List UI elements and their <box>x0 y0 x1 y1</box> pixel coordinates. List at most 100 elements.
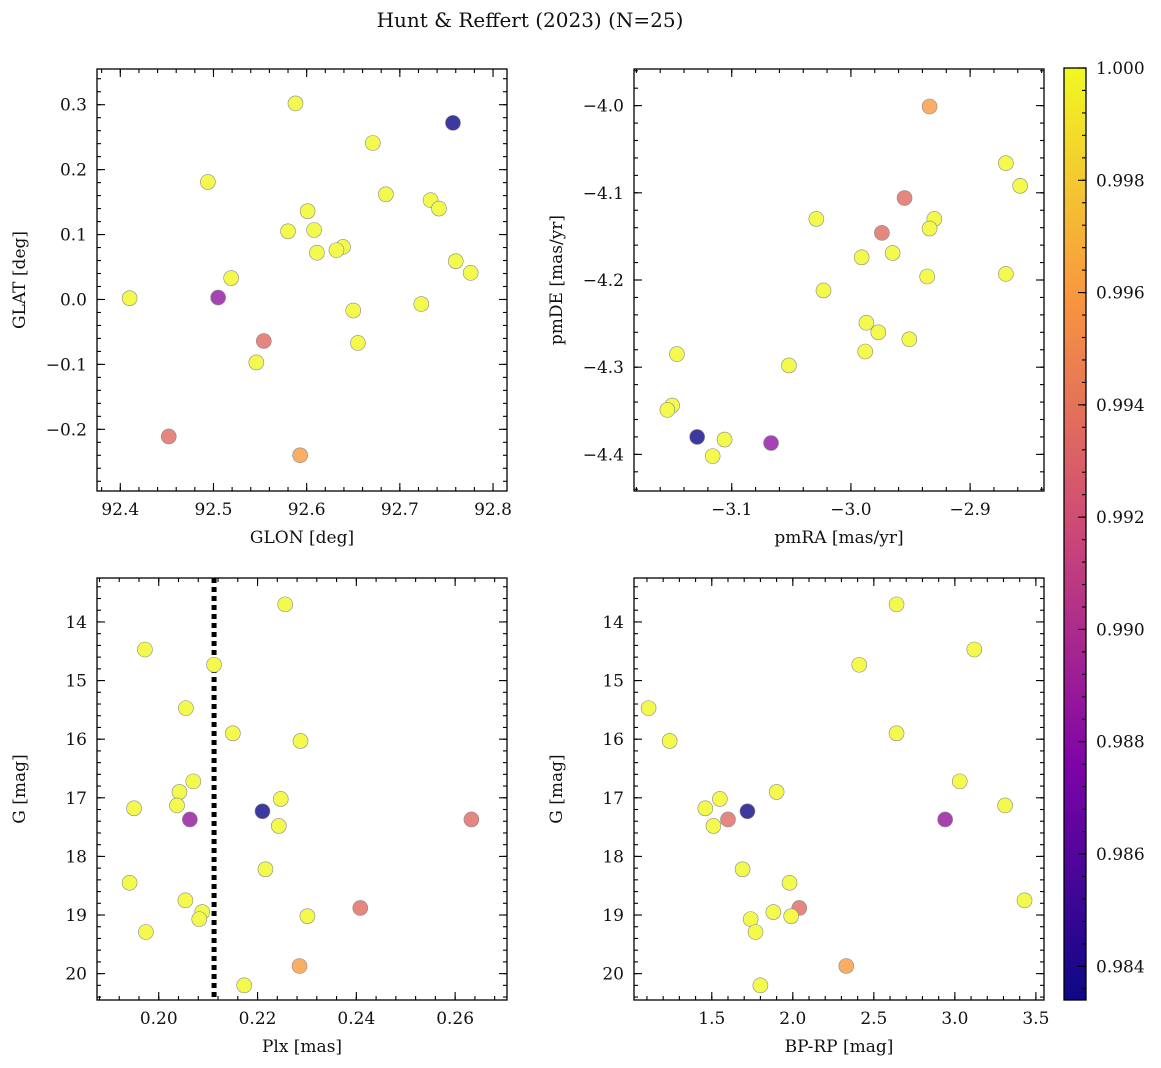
x-tick-label: 2.0 <box>779 1009 806 1029</box>
data-point <box>720 811 736 828</box>
data-point <box>765 904 782 920</box>
data-point <box>350 335 366 351</box>
data-point <box>998 266 1014 282</box>
y-tick-label: 20 <box>65 965 87 985</box>
x-tick-label: 0.24 <box>337 1009 375 1029</box>
x-tick-label: 2.5 <box>860 1009 887 1029</box>
panels: 92.4 92.5 92.6 92.7 92.8 −0.2 −0.1 0.0 0.1 0.2 0.3… <box>10 68 1049 1057</box>
data-point <box>704 448 721 464</box>
y-tick-label: 15 <box>602 672 624 692</box>
data-point <box>781 357 797 374</box>
plot-frame <box>633 577 1045 1001</box>
colorbar-tick-label: 0.986 <box>1096 845 1145 865</box>
colorbar-tick-label: 0.996 <box>1096 284 1145 304</box>
y-tick-label: 15 <box>65 672 87 692</box>
panel-4: 1.5 2.0 2.5 3.0 3.5 14 15 16 17 18 19 20 BP-RP [mag]… <box>547 577 1049 1057</box>
data-point <box>640 700 657 716</box>
data-point <box>884 245 901 261</box>
data-point <box>345 302 362 319</box>
y-tick-label: −0.2 <box>46 420 87 440</box>
x-tick-label: −3.0 <box>830 500 871 520</box>
data-point <box>225 725 241 742</box>
x-tick-label: 92.7 <box>381 500 419 520</box>
data-point <box>121 874 138 891</box>
data-point <box>277 596 294 613</box>
data-point <box>365 135 381 151</box>
data-point <box>178 700 194 716</box>
y-tick-label: 17 <box>602 789 624 809</box>
y-tick-label: −4.3 <box>583 358 624 378</box>
data-point <box>292 447 308 464</box>
colorbar-tick-label: 0.998 <box>1096 171 1145 191</box>
data-point <box>160 428 177 445</box>
y-axis-label: GLAT [deg] <box>10 231 30 329</box>
data-point <box>210 289 226 306</box>
x-tick-label: 3.0 <box>941 1009 968 1029</box>
colorbar-tick-label: 0.994 <box>1096 396 1145 416</box>
data-point <box>705 818 722 834</box>
x-tick-label: −2.9 <box>949 500 990 520</box>
data-point <box>888 596 905 613</box>
data-point <box>857 343 874 360</box>
data-point <box>270 818 287 834</box>
data-point <box>853 249 870 266</box>
data-point <box>126 800 142 817</box>
data-point <box>272 791 289 807</box>
data-point <box>292 733 309 749</box>
plot-frame <box>96 577 508 1001</box>
x-axis-label: Plx [mas] <box>262 1037 342 1057</box>
data-point <box>306 222 322 238</box>
y-tick-label: 16 <box>65 730 87 750</box>
data-point <box>998 155 1014 171</box>
x-tick-label: −3.1 <box>711 500 752 520</box>
data-point <box>997 797 1013 814</box>
data-point <box>747 924 764 940</box>
x-tick-label: 0.20 <box>140 1009 178 1029</box>
data-point <box>783 908 799 924</box>
data-point <box>462 265 479 281</box>
data-point <box>121 290 138 306</box>
data-point <box>870 324 887 341</box>
data-point <box>445 115 461 131</box>
y-axis-label: pmDE [mas/yr] <box>547 215 567 345</box>
data-point <box>447 253 464 269</box>
data-point <box>896 190 913 206</box>
data-point <box>309 244 325 261</box>
data-point <box>874 225 890 241</box>
data-point <box>254 803 271 820</box>
panel-3: 0.20 0.22 0.24 0.26 14 15 16 17 18 19 20 Plx [mas] G… <box>10 577 508 1057</box>
data-point <box>1016 892 1033 909</box>
y-tick-label: −4.0 <box>583 97 624 117</box>
y-tick-label: 19 <box>602 906 624 926</box>
y-tick-label: 16 <box>602 730 624 750</box>
chart-title: Hunt & Reffert (2023) (N=25) <box>377 8 684 32</box>
x-axis-label: GLON [deg] <box>250 528 354 548</box>
y-tick-label: 19 <box>65 906 87 926</box>
y-axis-label: G [mag] <box>10 754 30 823</box>
y-tick-label: −0.1 <box>46 355 87 375</box>
colorbar: 0.984 0.986 0.988 0.990 0.992 0.994 0.996 0.998… <box>1063 59 1145 1001</box>
x-axis-label: BP-RP [mag] <box>785 1037 894 1057</box>
y-tick-label: 20 <box>602 965 624 985</box>
data-point <box>659 402 676 418</box>
data-point <box>413 296 430 312</box>
data-point <box>921 220 938 237</box>
data-point <box>182 811 198 828</box>
colorbar-gradient <box>1063 67 1087 1001</box>
x-tick-label: 92.8 <box>474 500 512 520</box>
y-tick-label: 14 <box>602 613 624 633</box>
data-point <box>200 174 216 190</box>
x-axis-label: pmRA [mas/yr] <box>774 528 903 548</box>
y-axis-label: G [mag] <box>547 754 567 823</box>
x-tick-label: 0.22 <box>239 1009 277 1029</box>
data-point <box>858 314 875 331</box>
data-point <box>808 211 825 227</box>
data-point <box>255 333 272 349</box>
y-tick-label: 17 <box>65 789 87 809</box>
data-point <box>378 186 394 203</box>
panel-2: −3.1 −3.0 −2.9 −4.4 −4.3 −4.2 −4.1 −4.0 pmRA [ma… <box>547 68 1045 548</box>
data-point <box>937 811 953 828</box>
plot-frame <box>96 68 508 492</box>
plot-frame <box>633 68 1045 492</box>
y-tick-label: 14 <box>65 613 87 633</box>
